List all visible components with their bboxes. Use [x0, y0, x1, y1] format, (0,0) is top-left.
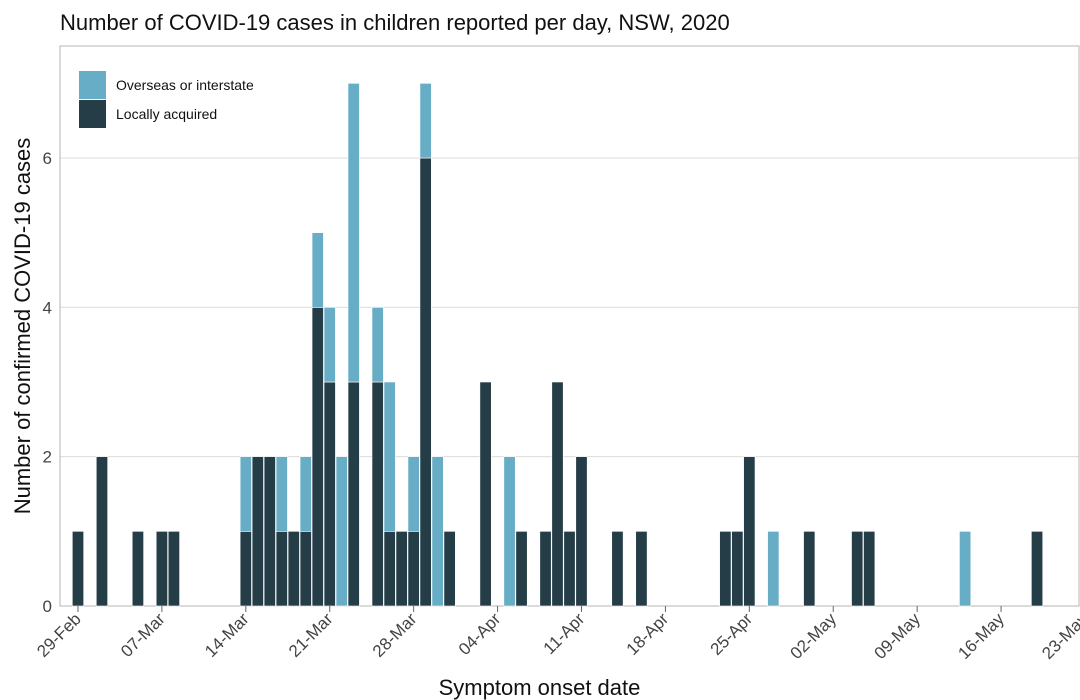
y-axis-label: Number of confirmed COVID-19 cases — [10, 138, 35, 515]
bar-s0-30 — [743, 456, 756, 607]
legend-label-local: Locally acquired — [116, 106, 217, 122]
bar-s0-21 — [515, 531, 528, 607]
y-tick-label-3: 6 — [43, 149, 52, 168]
bar-s1-11 — [431, 456, 444, 607]
bar-s0-7 — [263, 456, 276, 607]
bar-s1-8 — [383, 381, 396, 532]
x-tick-label-8: 25-Apr — [707, 609, 757, 659]
legend-swatch-local — [79, 100, 106, 128]
x-tick-label-3: 21-Mar — [285, 609, 337, 661]
x-tick-label-7: 18-Apr — [623, 609, 673, 659]
x-axis-label: Symptom onset date — [439, 675, 641, 700]
bar-s0-25 — [575, 456, 588, 607]
bar-s0-9 — [287, 531, 300, 607]
bar-s0-19 — [443, 531, 456, 607]
bar-s0-23 — [551, 381, 564, 607]
x-tick-label-10: 09-May — [870, 609, 924, 663]
y-tick-label-0: 0 — [43, 597, 52, 616]
y-tick-label-1: 2 — [43, 448, 52, 467]
bar-s0-18 — [419, 157, 432, 607]
bar-s0-4 — [167, 531, 180, 607]
x-tick-label-9: 02-May — [787, 609, 841, 663]
bar-s0-15 — [383, 531, 396, 607]
bar-s1-6 — [347, 83, 360, 383]
bar-s0-27 — [635, 531, 648, 607]
x-tick-label-1: 07-Mar — [117, 609, 169, 661]
x-tick-label-12: 23-May — [1038, 609, 1080, 663]
bar-s1-10 — [419, 83, 432, 159]
y-axis-ticks: 0 2 4 6 — [43, 149, 52, 616]
bar-s1-4 — [323, 307, 336, 383]
bar-s0-20 — [479, 381, 492, 607]
bar-s0-14 — [371, 381, 384, 607]
x-tick-label-6: 11-Apr — [540, 609, 589, 658]
bar-s0-28 — [719, 531, 732, 607]
chart-title: Number of COVID-19 cases in children rep… — [60, 10, 730, 35]
bar-s1-1 — [275, 456, 288, 532]
bar-s0-11 — [311, 307, 324, 607]
x-axis-ticks: 29-Feb 07-Mar 14-Mar 21-Mar 28-Mar 04-Apr 11-A… — [33, 606, 1080, 663]
bar-s0-17 — [407, 531, 420, 607]
bar-s0-32 — [851, 531, 864, 607]
legend: Overseas or interstate Locally acquired — [79, 71, 254, 128]
bar-s0-26 — [611, 531, 624, 607]
bar-s0-5 — [239, 531, 252, 607]
y-tick-label-2: 4 — [43, 298, 52, 317]
bars — [71, 83, 1044, 607]
x-tick-label-11: 16-May — [954, 609, 1008, 663]
bar-s1-5 — [335, 456, 348, 607]
bar-s0-33 — [863, 531, 876, 607]
bar-s0-31 — [803, 531, 816, 607]
bar-s0-22 — [539, 531, 552, 607]
bar-s0-24 — [563, 531, 576, 607]
bar-s0-13 — [347, 381, 360, 607]
bar-s1-13 — [767, 531, 780, 607]
bar-s0-3 — [155, 531, 168, 607]
bar-s1-12 — [503, 456, 516, 607]
bar-s0-0 — [71, 531, 84, 607]
x-tick-label-4: 28-Mar — [369, 609, 421, 661]
bar-s1-3 — [311, 232, 324, 308]
bar-s0-29 — [731, 531, 744, 607]
legend-label-overseas: Overseas or interstate — [116, 77, 254, 93]
bar-s0-12 — [323, 381, 336, 607]
bar-s1-7 — [371, 307, 384, 383]
bar-s0-10 — [299, 531, 312, 607]
bar-s1-0 — [239, 456, 252, 532]
bar-s0-16 — [395, 531, 408, 607]
x-tick-label-0: 29-Feb — [33, 609, 85, 661]
legend-swatch-overseas — [79, 71, 106, 99]
bar-s0-34 — [1031, 531, 1044, 607]
bar-s1-9 — [407, 456, 420, 532]
bar-s0-6 — [251, 456, 264, 607]
bar-s1-14 — [959, 531, 972, 607]
bar-s0-8 — [275, 531, 288, 607]
x-tick-label-5: 04-Apr — [455, 609, 505, 659]
bar-s0-1 — [95, 456, 108, 607]
bar-s1-2 — [299, 456, 312, 532]
plot-frame — [59, 45, 1080, 607]
x-tick-label-2: 14-Mar — [201, 609, 253, 661]
bar-s0-2 — [131, 531, 144, 607]
